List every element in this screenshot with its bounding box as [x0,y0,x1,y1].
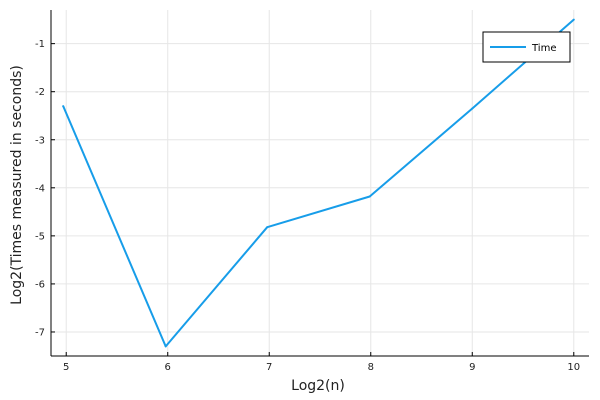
y-tick-label: -6 [35,279,45,290]
x-tick-label: 5 [63,362,69,373]
data-point [62,105,65,108]
legend-label: Time [531,43,556,54]
y-tick-label: -4 [35,183,45,194]
axes [50,10,589,357]
y-tick-label: -1 [35,39,45,50]
x-tick-label: 10 [567,362,580,373]
data-point [164,345,167,348]
y-tick-label: -2 [35,87,45,98]
series-line-0 [62,18,575,348]
x-tick-label: 9 [469,362,475,373]
x-tick-label: 7 [266,362,272,373]
data-point [266,226,269,229]
x-tick-label: 6 [165,362,171,373]
series [62,18,575,348]
y-axis-title: Log2(Times measured in seconds) [9,65,25,305]
x-tick-label: 8 [368,362,374,373]
data-point [368,195,371,198]
data-point [572,18,575,21]
x-axis-title: Log2(n) [291,378,345,394]
y-tick-label: -7 [35,327,45,338]
ticks: 5 6 7 8 9 10 -7 -6 -5 -4 -3 -2 -1 [35,39,580,373]
y-tick-label: -3 [35,135,45,146]
data-point [471,107,474,110]
legend: Time [482,31,571,63]
y-tick-label: -5 [35,231,45,242]
